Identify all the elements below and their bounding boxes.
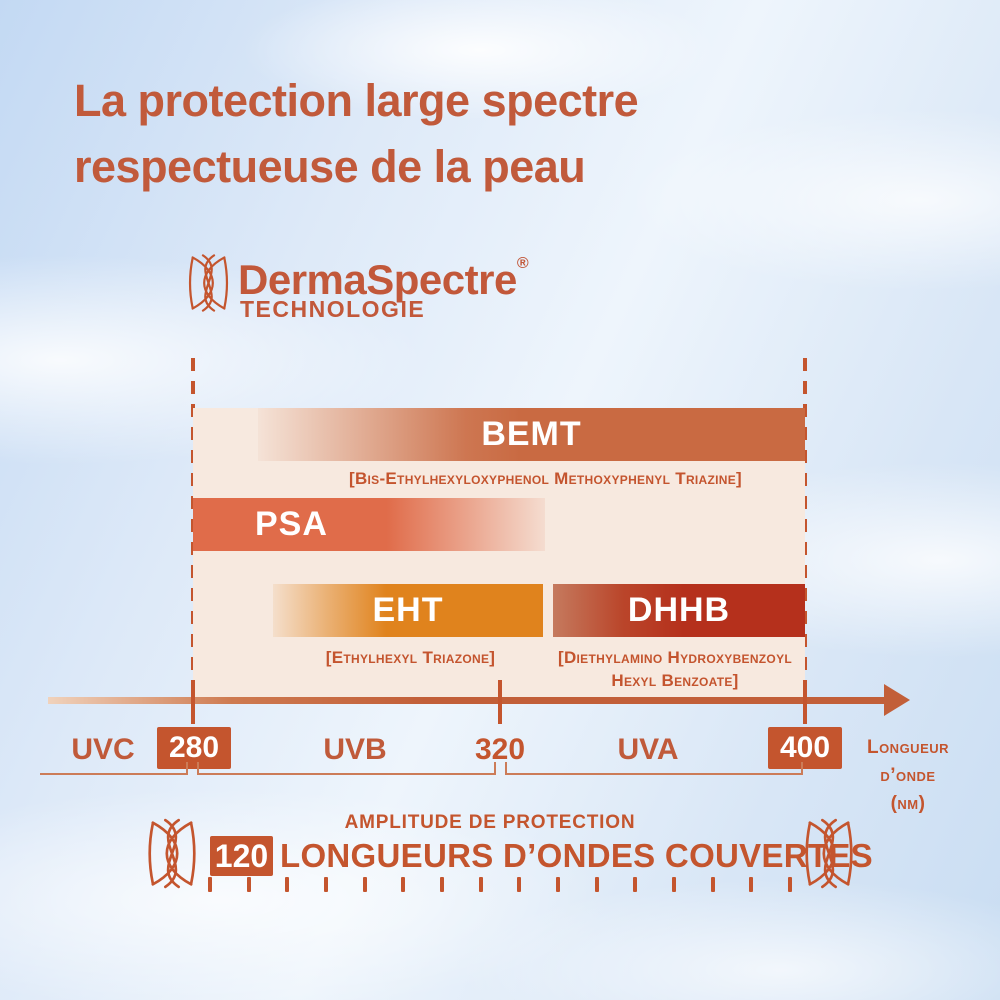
axis-tick-400: [803, 680, 807, 724]
axis-label-uvc: UVC: [71, 733, 135, 766]
ruler-tick: [362, 877, 367, 892]
amplitude-value-badge: 120: [210, 836, 273, 876]
ruler-tick: [401, 877, 406, 892]
ruler-tick: [208, 877, 212, 892]
axis-label-uva: UVA: [617, 733, 679, 766]
mesh-icon-right: [804, 812, 854, 895]
brand-subtitle: TECHNOLOGIE: [240, 296, 426, 322]
bar-psa: PSA: [193, 498, 545, 551]
mesh-icon-left: [147, 812, 197, 895]
page-title-line2: respectueuse de la peau: [74, 141, 586, 192]
axis-value-280: 280: [157, 727, 231, 769]
axis-value-320: 320: [474, 733, 526, 766]
bar-dhhb: DHHB: [553, 584, 805, 637]
ruler-tick: [749, 877, 754, 892]
bar-eht: EHT: [273, 584, 543, 637]
bar-eht-label: EHT: [372, 591, 444, 629]
wavelength-axis: [48, 697, 886, 704]
bar-psa-label: PSA: [255, 505, 328, 543]
dashed-line-400: [803, 358, 807, 702]
ruler-tick: [285, 877, 290, 892]
ruler-tick: [246, 877, 251, 892]
axis-unit-label: Longueur d’onde (nm): [845, 734, 971, 818]
dermaspectre-mesh-icon: [185, 254, 232, 312]
bracket-uvb: [197, 762, 496, 775]
ruler-tick: [323, 877, 328, 892]
bar-bemt: BEMT: [258, 408, 805, 461]
ruler-tick: [439, 877, 444, 892]
bracket-uva: [505, 762, 803, 775]
axis-unit-line3: (nm): [890, 793, 926, 814]
amplitude-ruler: [208, 877, 792, 893]
ruler-tick: [478, 877, 483, 892]
bar-bemt-label: BEMT: [481, 415, 582, 453]
axis-arrowhead-icon: [884, 684, 910, 716]
amplitude-label: LONGUEURS D’ONDES COUVERTES: [280, 837, 873, 874]
ruler-tick: [555, 877, 560, 892]
ruler-tick: [671, 877, 676, 892]
amplitude-caption: AMPLITUDE DE PROTECTION: [344, 812, 636, 833]
ruler-tick: [633, 877, 638, 892]
axis-label-uvb: UVB: [323, 733, 387, 766]
bar-bemt-chemical: [Bis-Ethylhexyloxyphenol Methoxyphenyl T…: [348, 469, 743, 488]
bar-eht-chemical: [Ethylhexyl Triazone]: [325, 648, 496, 667]
page-title-line1: La protection large spectre: [74, 75, 639, 126]
bar-dhhb-chemical: [Diethylamino Hydroxybenzoyl Hexyl Benzo…: [542, 646, 808, 692]
bar-dhhb-label: DHHB: [627, 591, 731, 629]
brand-name-text: DermaSpectre: [238, 256, 517, 303]
bracket-uvc: [40, 762, 188, 775]
axis-value-400: 400: [768, 727, 842, 769]
registered-mark: ®: [516, 255, 529, 272]
axis-tick-280: [191, 680, 195, 724]
amplitude-row: 120 LONGUEURS D’ONDES COUVERTES: [210, 836, 873, 876]
brand-name: DermaSpectre®: [238, 255, 529, 304]
page-title: La protection large spectre respectueuse…: [74, 68, 854, 200]
ruler-tick: [594, 877, 599, 892]
axis-unit-line2: d’onde: [880, 765, 936, 786]
ruler-tick: [710, 877, 715, 892]
axis-tick-320: [498, 680, 502, 724]
ruler-tick: [787, 877, 792, 892]
bar-dhhb-chemical-line2: Hexyl Benzoate]: [611, 671, 739, 690]
ruler-tick: [517, 877, 522, 892]
axis-unit-line1: Longueur: [866, 737, 950, 758]
bar-dhhb-chemical-line1: [Diethylamino Hydroxybenzoyl: [557, 648, 792, 667]
